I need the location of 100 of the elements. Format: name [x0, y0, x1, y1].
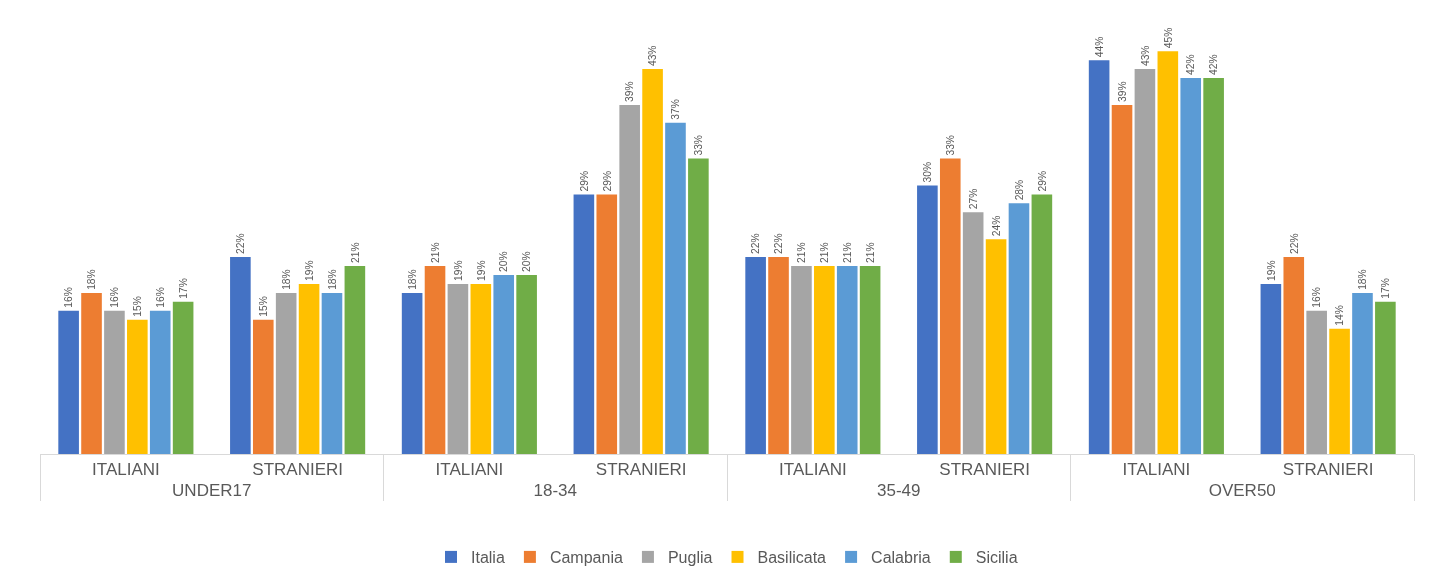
bar	[791, 266, 812, 454]
bar	[642, 69, 663, 454]
data-label: 17%	[1380, 278, 1392, 299]
legend-label: Puglia	[667, 549, 713, 567]
bar	[1306, 310, 1327, 454]
legend-label: Calabria	[871, 549, 931, 567]
bar	[470, 283, 492, 454]
bar	[768, 257, 789, 454]
legend-label: Sicilia	[975, 549, 1018, 567]
bar	[1111, 104, 1133, 454]
data-label: 15%	[132, 296, 144, 317]
data-label: 21%	[429, 242, 441, 264]
data-label: 29%	[601, 170, 613, 192]
legend-label: Italia	[471, 549, 505, 567]
x-tick-label: STRANIERI	[939, 460, 1030, 480]
data-label: 18%	[406, 269, 418, 290]
bar	[447, 283, 469, 454]
data-label: 29%	[1036, 170, 1048, 192]
data-label: 29%	[578, 170, 590, 192]
bar	[149, 310, 171, 454]
data-label: 19%	[475, 260, 487, 281]
x-tick-label: STRANIERI	[252, 460, 343, 480]
data-label: 15%	[258, 296, 270, 317]
data-label: 21%	[864, 242, 876, 264]
data-label: 42%	[1185, 54, 1197, 76]
x-tick-label: ITALIANI	[779, 460, 847, 480]
bar	[321, 292, 343, 454]
data-label: 27%	[967, 188, 979, 210]
data-label: 30%	[922, 161, 934, 183]
bar	[401, 292, 423, 454]
bar	[1352, 292, 1373, 454]
data-label: 33%	[693, 135, 705, 156]
bar	[1008, 203, 1030, 454]
data-label: 39%	[624, 81, 636, 102]
bar	[1157, 51, 1179, 454]
bar	[1329, 328, 1350, 454]
bar	[939, 158, 961, 454]
bar	[1088, 60, 1110, 454]
bar	[252, 319, 274, 454]
data-label: 22%	[750, 233, 762, 255]
data-label: 43%	[1139, 45, 1151, 67]
bar	[298, 283, 320, 454]
data-label: 33%	[945, 135, 957, 156]
bar	[859, 266, 881, 454]
x-tick-label: STRANIERI	[595, 460, 687, 480]
data-label: 24%	[990, 215, 1002, 237]
data-label: 28%	[1013, 179, 1025, 201]
text: 35-49	[877, 481, 921, 501]
bar	[688, 158, 709, 454]
data-label: 44%	[1093, 36, 1105, 58]
data-label: 18%	[1357, 269, 1369, 290]
bar	[665, 122, 686, 454]
data-label: 19%	[1265, 260, 1277, 281]
bar	[1283, 257, 1305, 454]
text: OVER50	[1208, 481, 1276, 501]
legend-label: Campania	[549, 549, 623, 567]
data-label: 20%	[521, 251, 533, 272]
bar	[917, 185, 938, 454]
bar	[104, 310, 125, 454]
x-tick-label: ITALIANI	[435, 460, 504, 480]
data-label: 16%	[1311, 287, 1323, 308]
bar	[985, 239, 1007, 454]
bar	[172, 301, 194, 454]
data-label: 19%	[303, 260, 315, 281]
bar	[424, 266, 446, 454]
data-label: 22%	[235, 233, 247, 255]
data-label: 22%	[773, 233, 785, 255]
bar	[836, 266, 858, 454]
bar	[814, 266, 835, 454]
data-label: 18%	[326, 269, 338, 290]
bar	[1134, 69, 1156, 454]
data-label: 19%	[452, 260, 464, 281]
bar	[596, 194, 618, 454]
text: UNDER17	[172, 481, 252, 501]
bar	[1203, 78, 1224, 454]
bar	[1180, 78, 1202, 454]
data-label: 16%	[155, 287, 166, 308]
x-tick-label: ITALIANI	[92, 460, 160, 480]
data-label: 42%	[1208, 54, 1220, 76]
legend-label: Basilicata	[757, 549, 827, 567]
bar	[493, 274, 515, 454]
data-label: 39%	[1116, 81, 1128, 102]
data-label: 20%	[498, 251, 510, 272]
data-label: 21%	[842, 242, 853, 264]
bar	[1031, 194, 1053, 454]
data-label: 22%	[1288, 233, 1300, 255]
data-label: 21%	[349, 242, 361, 264]
bar	[127, 319, 148, 454]
bar	[573, 194, 595, 454]
data-label: 21%	[796, 242, 808, 264]
text: 18-34	[533, 481, 577, 501]
bar	[230, 257, 251, 454]
data-label: 43%	[647, 45, 659, 67]
data-label: 18%	[86, 269, 98, 290]
data-label: 16%	[109, 287, 121, 308]
bar	[745, 257, 766, 454]
data-label: 45%	[1162, 27, 1174, 49]
data-label: 16%	[63, 287, 75, 308]
bar	[344, 266, 366, 454]
data-label: 37%	[670, 99, 682, 120]
